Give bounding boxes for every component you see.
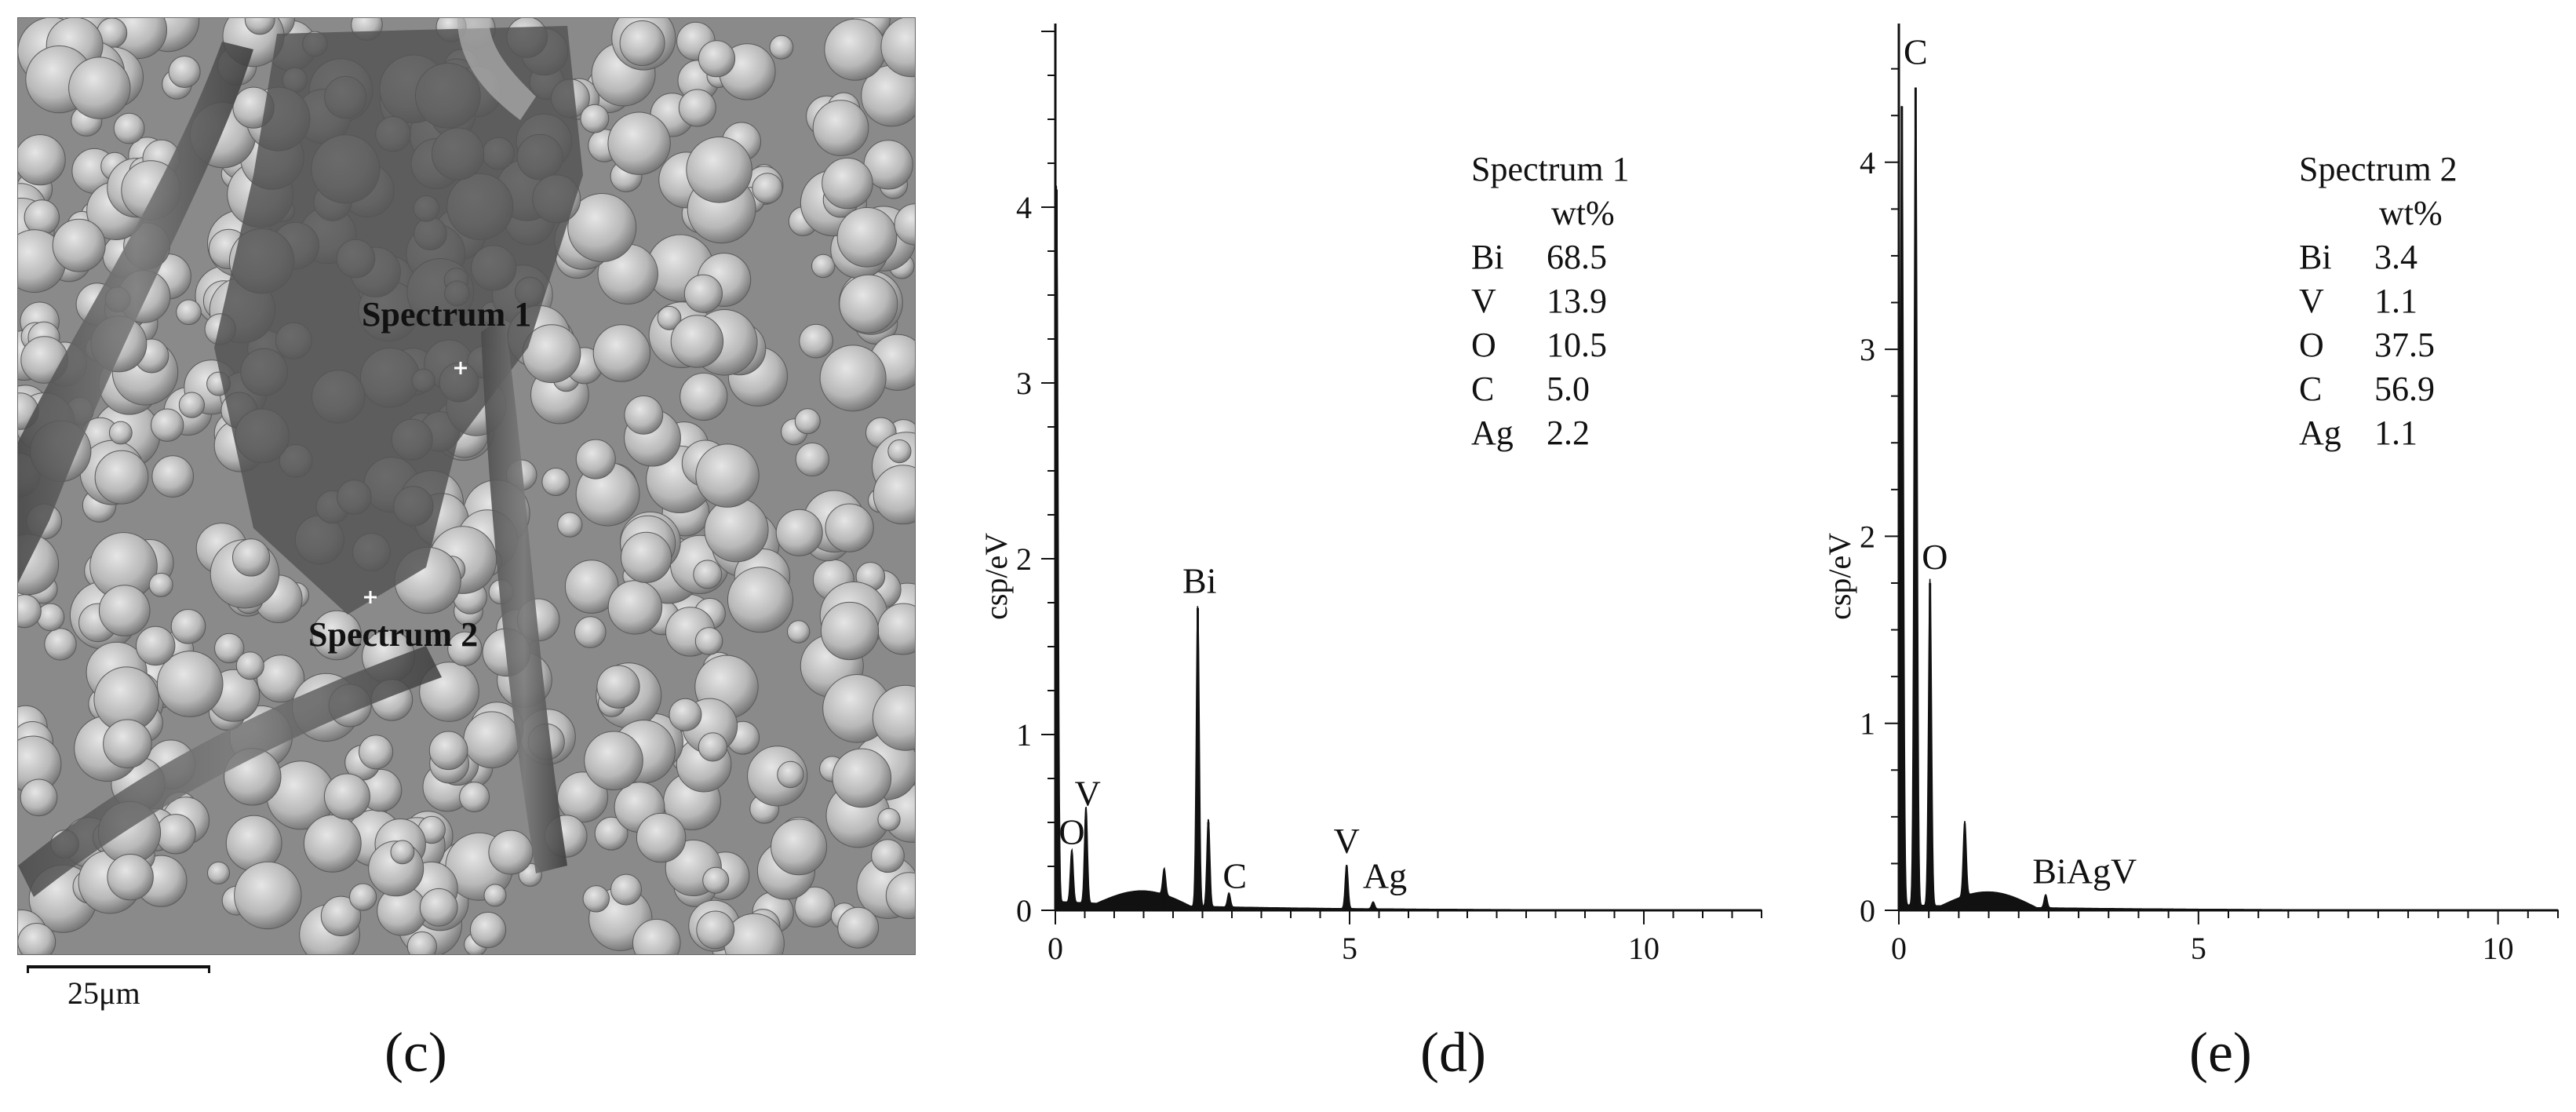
x-tick-label: 5: [1342, 931, 1357, 966]
legend-value: 3.4: [2374, 238, 2418, 276]
legend-value: 56.9: [2374, 370, 2435, 408]
legend-value: 1.1: [2374, 414, 2418, 452]
spectrum-2-marker: [364, 591, 377, 603]
x-tick-label: 0: [1048, 931, 1063, 966]
legend-element: O: [1471, 326, 1496, 364]
caption-e: (e): [2189, 1021, 2252, 1084]
x-tick-label: 10: [2483, 931, 2514, 966]
peak-label: C: [1904, 32, 1928, 72]
spectrum-chart-e: 0 5 10 0 1 2 3 4 csp/eV C O BiAgV Spectrum 2 wt% Bi 3.4…: [1750, 16, 2576, 993]
legend-value: 10.5: [1547, 326, 1607, 364]
legend-element: Ag: [1471, 414, 1514, 452]
peak-label: Ag: [1363, 856, 1407, 896]
dark-sheet: [214, 26, 583, 614]
legend-title: Spectrum 1: [1471, 150, 1630, 188]
peak-label: Bi: [1182, 560, 1216, 600]
legend-value: 13.9: [1547, 282, 1607, 320]
legend-unit: wt%: [1551, 194, 1615, 232]
y-tick-label: 0: [1016, 893, 1032, 928]
y-tick-label: 1: [1860, 706, 1875, 742]
y-tick-label: 2: [1860, 519, 1875, 554]
scale-bar-line: [27, 965, 210, 973]
scale-bar: 25μm: [27, 959, 210, 1014]
peak-label: O: [1058, 812, 1084, 852]
legend-element: Ag: [2299, 414, 2341, 452]
peak-label: O: [1922, 537, 1947, 577]
scale-bar-label: 25μm: [67, 975, 140, 1011]
y-tick-label: 2: [1016, 541, 1032, 577]
legend-title: Spectrum 2: [2299, 150, 2458, 188]
x-tick-label: 10: [1628, 931, 1660, 966]
fiber-bottom: [18, 646, 442, 897]
y-tick-label: 4: [1016, 190, 1032, 225]
spectrum-chart-d: 0 5 10 0 1 2 3 4 csp/eV O V Bi C V Ag Spectrum 1 wt% Bi 68…: [926, 16, 1789, 993]
x-tick-label: 5: [2191, 931, 2206, 966]
legend-element: V: [2299, 282, 2324, 320]
spectrum-series: [1055, 185, 1762, 911]
caption-c: (c): [384, 1021, 447, 1084]
legend-element: Bi: [1471, 238, 1504, 276]
y-tick-label: 1: [1016, 717, 1032, 753]
legend-element: O: [2299, 326, 2324, 364]
legend-value: 5.0: [1547, 370, 1590, 408]
y-axis-label: csp/eV: [1822, 533, 1857, 620]
sem-micrograph: Spectrum 1 Spectrum 2: [17, 17, 916, 955]
spectrum-2-label: Spectrum 2: [308, 615, 478, 654]
legend-element: V: [1471, 282, 1496, 320]
spectrum-series: [1898, 87, 2559, 911]
legend-element: C: [2299, 370, 2322, 408]
legend-unit: wt%: [2379, 194, 2443, 232]
x-tick-label: 0: [1891, 931, 1907, 966]
legend-value: 37.5: [2374, 326, 2435, 364]
peak-label: C: [1222, 856, 1247, 896]
spectrum-1-marker: [454, 362, 467, 374]
y-axis-label: csp/eV: [978, 533, 1014, 620]
y-tick-label: 3: [1016, 366, 1032, 401]
spectrum-1-label: Spectrum 1: [362, 295, 531, 334]
peak-label: V: [1334, 821, 1360, 861]
caption-d: (d): [1420, 1021, 1486, 1084]
legend-value: 1.1: [2374, 282, 2418, 320]
y-tick-label: 4: [1860, 145, 1875, 180]
legend-element: Bi: [2299, 238, 2332, 276]
legend-value: 68.5: [1547, 238, 1607, 276]
peak-label: V: [1075, 773, 1101, 813]
fiber-middle: [481, 316, 567, 873]
sem-image: Spectrum 1 Spectrum 2: [18, 18, 915, 954]
y-tick-label: 3: [1860, 332, 1875, 367]
fiber-left: [18, 42, 253, 583]
peak-label: BiAgV: [2032, 851, 2137, 891]
y-tick-label: 0: [1860, 893, 1875, 928]
legend-value: 2.2: [1547, 414, 1590, 452]
legend-element: C: [1471, 370, 1494, 408]
